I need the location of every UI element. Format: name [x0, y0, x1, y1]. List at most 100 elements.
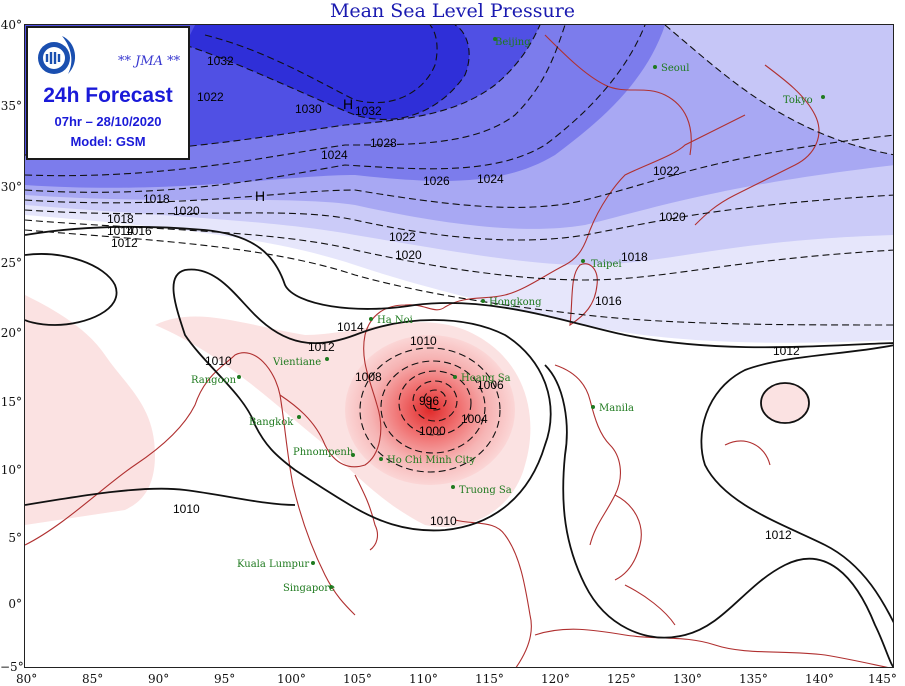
- lon-tick-label: 140°: [805, 672, 834, 686]
- isobar-1028: [25, 25, 541, 156]
- low-area-east: [761, 383, 809, 423]
- lat-tick-label: 25°: [0, 256, 22, 270]
- isobar-1012-east: [544, 364, 893, 667]
- lon-tick-label: 100°: [277, 672, 306, 686]
- jma-logo-icon: [38, 36, 76, 74]
- isobar-1012-ne: [700, 344, 893, 624]
- isobars-dashed: [25, 25, 893, 473]
- city-taipei: Taipei: [591, 259, 622, 270]
- city-marker: [329, 585, 333, 589]
- isobar-label: 1012: [308, 340, 335, 354]
- city-phnompenh: Phnompenh: [293, 447, 354, 458]
- isobar-label: 1020: [395, 248, 422, 262]
- city-truong-sa: Truong Sa: [459, 485, 512, 496]
- lat-tick-label: 0°: [8, 597, 22, 611]
- isobar-label: 1004: [461, 412, 488, 426]
- forecast-model: Model: GSM: [70, 134, 146, 149]
- isobar-label: 1020: [173, 204, 200, 218]
- isobar-label: 1012: [773, 344, 800, 358]
- isobar-1010-east: [760, 382, 810, 424]
- isobar-996: [423, 389, 447, 411]
- isobar-label: 1018: [107, 212, 134, 226]
- city-seoul: Seoul: [661, 63, 689, 74]
- city-marker: [369, 317, 373, 321]
- isobar-1014: [25, 225, 893, 349]
- isobar-label: 1014: [337, 320, 364, 334]
- typhoon-low: [345, 335, 515, 485]
- isobar-label: 1010: [410, 334, 437, 348]
- city-singapore: Singapore: [283, 583, 335, 594]
- isobar-label: 996: [419, 394, 439, 408]
- city-marker: [493, 37, 497, 41]
- isobar-label: 1024: [477, 172, 504, 186]
- isobar-1022: [25, 134, 893, 208]
- lon-tick-label: 80°: [16, 672, 38, 686]
- lon-tick-label: 115°: [475, 672, 504, 686]
- lon-tick-label: 90°: [148, 672, 170, 686]
- isobar-label: 1000: [419, 424, 446, 438]
- lon-tick-label: 145°: [868, 672, 897, 686]
- isobar-label: 1016: [125, 224, 152, 238]
- lon-tick-label: 85°: [82, 672, 104, 686]
- city-marker: [581, 259, 585, 263]
- isobar-1010-sw: [25, 487, 296, 506]
- isobar-1024: [25, 25, 646, 193]
- city-marker: [821, 95, 825, 99]
- isobar-label: 1018: [143, 192, 170, 206]
- city-kuala-lumpur: Kuala Lumpur: [237, 559, 309, 570]
- lat-tick-label: 20°: [0, 326, 22, 340]
- lon-tick-label: 130°: [673, 672, 702, 686]
- isobar-1012-west: [25, 253, 118, 326]
- low-center-typhoon: L: [429, 396, 437, 412]
- city-marker: [379, 457, 383, 461]
- isobar-label: 1026: [423, 174, 450, 188]
- isobar-label: 1032: [207, 54, 234, 68]
- lon-tick-label: 105°: [343, 672, 372, 686]
- city-ha-noi: Ha Noi: [377, 315, 413, 326]
- isobar-label: 1024: [321, 148, 348, 162]
- lat-tick-label: 10°: [0, 463, 22, 477]
- high-center-west: H: [255, 188, 265, 204]
- isobar-label: 1020: [659, 210, 686, 224]
- isobar-label: 1030: [295, 102, 322, 116]
- lon-tick-label: 125°: [607, 672, 636, 686]
- forecast-legend: ** JMA ** 24h Forecast 07hr – 28/10/2020…: [26, 26, 190, 160]
- city-marker: [297, 415, 301, 419]
- isobars-solid: [25, 225, 893, 667]
- city-marker: [325, 357, 329, 361]
- city-vientiane: Vientiane: [272, 357, 321, 368]
- lon-tick-label: 135°: [739, 672, 768, 686]
- isobar-1030: [184, 25, 470, 120]
- city-marker: [453, 375, 457, 379]
- lat-tick-label: 30°: [0, 180, 22, 194]
- cities: Beijing Seoul Tokyo Taipei Hongkong Ha N…: [191, 37, 825, 594]
- isobar-label: 1016: [595, 294, 622, 308]
- isobar-label: 1032: [355, 104, 382, 118]
- isobar-1000: [412, 380, 458, 422]
- city-rangoon: Rangoon: [191, 375, 237, 386]
- high-center-north: H: [343, 96, 353, 112]
- lat-tick-label: 15°: [0, 395, 22, 409]
- lon-tick-label: 110°: [409, 672, 438, 686]
- isobar-1018: [25, 219, 893, 281]
- forecast-time: 07hr – 28/10/2020: [54, 114, 162, 129]
- city-beijing: Beijing: [495, 37, 531, 48]
- isobar-east: [664, 25, 893, 156]
- isobar-1020: [25, 194, 893, 241]
- isobar-label: 1022: [653, 164, 680, 178]
- agency-name: ** JMA **: [118, 54, 181, 69]
- city-hongkong: Hongkong: [489, 297, 542, 308]
- isobar-label: 1018: [621, 250, 648, 264]
- city-bangkok: Bangkok: [249, 417, 294, 428]
- lon-tick-label: 120°: [541, 672, 570, 686]
- forecast-title: 24h Forecast: [43, 84, 173, 107]
- lat-tick-label: −5°: [0, 660, 24, 674]
- isobar-1032: [204, 25, 438, 104]
- isobar-label: 1010: [173, 502, 200, 516]
- city-marker: [351, 453, 355, 457]
- isobar-1010: [172, 268, 552, 532]
- isobar-label: 1012: [111, 236, 138, 250]
- pressure-band-east: [665, 25, 893, 155]
- isobar-label: 1008: [355, 370, 382, 384]
- isobar-1008: [359, 347, 501, 473]
